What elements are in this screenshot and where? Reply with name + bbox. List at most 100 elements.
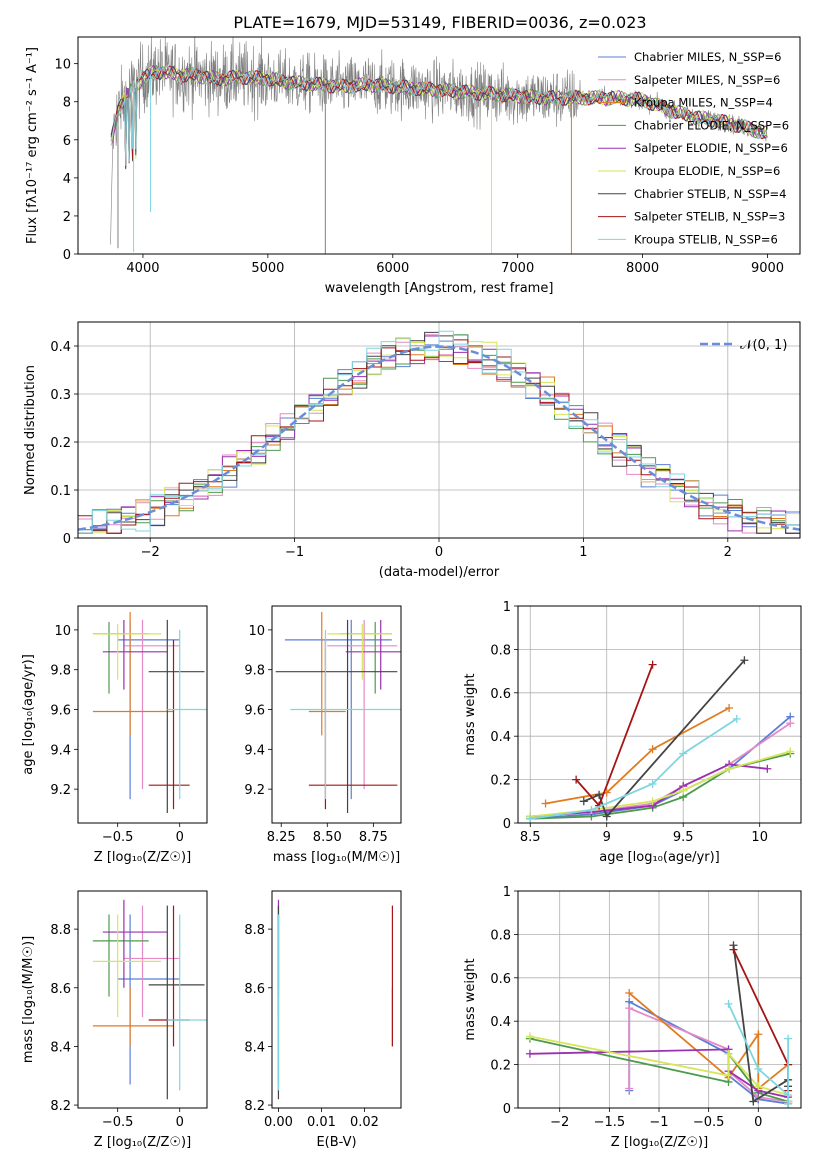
y-tick-label: 0.6 — [490, 972, 511, 987]
x-tick-label: 8.50 — [313, 830, 342, 845]
y-axis-label: Normed distribution — [23, 365, 38, 495]
legend-label: Chabrier MILES, N_SSP=6 — [634, 50, 781, 64]
y-axis-label: Flux [fλ10⁻¹⁷ erg cm⁻² s⁻¹ A⁻¹] — [25, 47, 40, 244]
y-tick-label: 8.6 — [244, 982, 265, 997]
mass-weight-marker — [541, 799, 550, 808]
y-tick-label: 1 — [503, 600, 511, 615]
x-tick-label: −1 — [649, 1115, 668, 1130]
x-axis-label: E(B-V) — [316, 1135, 356, 1150]
mass-weight-marker — [525, 1049, 534, 1058]
x-tick-label: −0.5 — [102, 830, 134, 845]
y-tick-label: 9.4 — [50, 743, 71, 758]
legend-label: Salpeter ELODIE, N_SSP=6 — [634, 141, 788, 155]
x-tick-label: 9000 — [751, 261, 784, 276]
plot-area-weight-vs-z — [525, 941, 793, 1108]
mass-weight-marker — [648, 745, 657, 754]
x-tick-label: 9 — [603, 830, 611, 845]
x-tick-label: 10 — [751, 830, 768, 845]
y-tick-label: 0.8 — [490, 928, 511, 943]
y-tick-label: 0.2 — [490, 774, 511, 789]
y-axis-label: mass weight — [463, 958, 478, 1040]
mass-weight-marker — [724, 1071, 733, 1080]
mass-weight-marker — [579, 797, 588, 806]
legend-label: Chabrier ELODIE, N_SSP=6 — [634, 118, 789, 132]
mass-weight-marker — [625, 1004, 634, 1013]
y-tick-label: 9.8 — [244, 664, 265, 679]
y-tick-label: 9.2 — [244, 783, 265, 798]
y-tick-label: 2 — [63, 210, 71, 225]
y-tick-label: 10 — [54, 624, 71, 639]
x-tick-label: −1 — [285, 545, 304, 560]
x-tick-label: 0 — [435, 545, 443, 560]
axes-weight-vs-z: −2 −1.5 −1 −0.5 0 0 0.2 0.4 0.6 0.8 1 Z [log₁₀(Z/Z☉… — [463, 885, 802, 1150]
x-tick-label: 4000 — [126, 261, 159, 276]
x-tick-label: −0.5 — [102, 1115, 134, 1130]
y-tick-label: 0 — [63, 532, 71, 547]
x-tick-label: 0 — [176, 1115, 184, 1130]
figure-title: PLATE=1679, MJD=53149, FIBERID=0036, z=0… — [233, 13, 646, 32]
plot-area-mass-vs-ebv — [277, 899, 393, 1100]
y-tick-label: 0.4 — [490, 1015, 511, 1030]
x-axis-label: age [log₁₀(age/yr)] — [599, 850, 720, 865]
axes-mass-vs-ebv: 0.00 0.01 0.02 8.2 8.4 8.6 8.8 E(B-V) — [244, 890, 402, 1150]
mass-weight-marker — [595, 790, 604, 799]
axes-frame — [271, 890, 402, 1109]
x-tick-label: −0.5 — [693, 1115, 725, 1130]
y-tick-label: 1 — [503, 885, 511, 900]
residual-histogram-8 — [78, 339, 800, 534]
mass-weight-marker — [763, 764, 772, 773]
mass-weight-marker — [749, 1097, 758, 1106]
axes-frame — [517, 890, 802, 1109]
mass-weight-marker — [679, 786, 688, 795]
x-tick-label: −2 — [550, 1115, 569, 1130]
mass-weight-marker — [740, 656, 749, 665]
legend-label: Salpeter STELIB, N_SSP=3 — [634, 210, 785, 224]
y-tick-label: 0.2 — [50, 436, 71, 451]
mass-weight-marker — [648, 660, 657, 669]
mass-weight-marker — [648, 797, 657, 806]
y-tick-label: 0.2 — [490, 1059, 511, 1074]
x-tick-label: 7000 — [501, 261, 534, 276]
model-spectrum-line — [110, 65, 767, 167]
mass-weight-marker — [725, 703, 734, 712]
mass-weight-marker — [784, 1099, 793, 1108]
x-tick-label: 0 — [176, 830, 184, 845]
y-tick-label: 9.6 — [244, 704, 265, 719]
x-axis-label: mass [log₁₀(M/M☉)] — [273, 850, 400, 865]
y-axis-label: mass weight — [463, 673, 478, 755]
legend-label: Kroupa MILES, N_SSP=4 — [634, 96, 773, 110]
axes-age-vs-z: −0.5 0 9.2 9.4 9.6 9.8 10 Z [log₁₀(Z/Z☉)] age [l… — [21, 605, 208, 865]
y-tick-label: 6 — [63, 134, 71, 149]
y-axis-label: mass [log₁₀(M/M☉)] — [21, 936, 36, 1063]
mass-weight-line — [530, 716, 791, 820]
mass-weight-line — [530, 750, 791, 818]
mass-weight-line — [545, 707, 730, 805]
axes-mass-vs-z: −0.5 0 8.2 8.4 8.6 8.8 Z [log₁₀(Z/Z☉)] mass [lo… — [21, 890, 208, 1150]
plot-area-age-vs-z — [92, 611, 207, 814]
y-tick-label: 0.1 — [50, 484, 71, 499]
mass-weight-marker — [724, 1049, 733, 1058]
plot-area-age-vs-mass — [275, 611, 401, 814]
legend-label: Kroupa STELIB, N_SSP=6 — [634, 232, 778, 246]
x-tick-label: 8.75 — [359, 830, 388, 845]
axes-weight-vs-age: 8.5 9 9.5 10 0 0.2 0.4 0.6 0.8 1 age [log₁₀(age/yr… — [463, 600, 802, 865]
y-tick-label: 8.2 — [244, 1099, 265, 1114]
y-tick-label: 0 — [503, 817, 511, 832]
x-axis-label: Z [log₁₀(Z/Z☉)] — [611, 1135, 708, 1150]
y-tick-label: 9.4 — [244, 743, 265, 758]
x-tick-label: 8000 — [626, 261, 659, 276]
y-tick-label: 8.6 — [50, 982, 71, 997]
plot-area-weight-vs-age — [526, 656, 795, 823]
x-tick-label: 0.02 — [350, 1115, 379, 1130]
model-spectrum-line — [110, 65, 767, 168]
x-tick-label: 6000 — [376, 261, 409, 276]
mass-weight-marker — [786, 719, 795, 728]
axes-frame — [77, 36, 801, 255]
y-tick-label: 8.2 — [50, 1099, 71, 1114]
plot-area-spectrum — [110, 37, 768, 254]
y-tick-label: 0 — [503, 1102, 511, 1117]
plot-area-residuals — [78, 330, 800, 534]
mass-weight-marker — [679, 749, 688, 758]
mass-weight-marker — [729, 945, 738, 954]
